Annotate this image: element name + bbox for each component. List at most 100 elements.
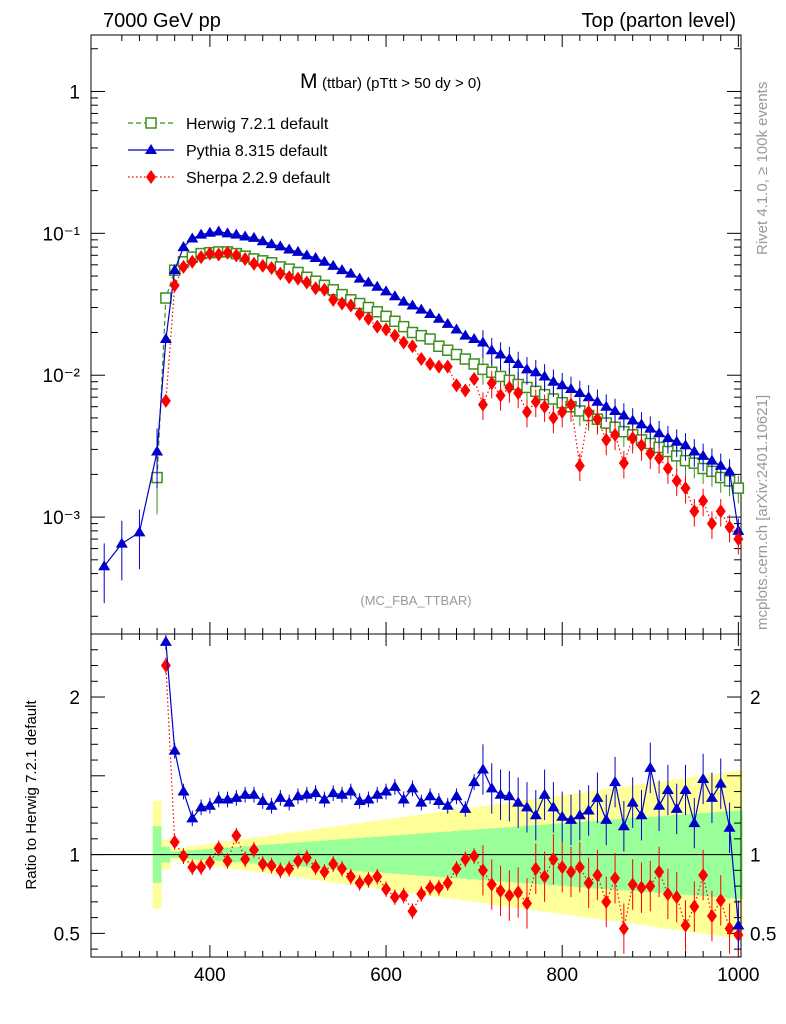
- series-sherpa-point: [680, 481, 691, 496]
- series-pythia-point: [318, 255, 331, 266]
- ratio-pythia-point: [688, 817, 701, 828]
- series-sherpa-point: [574, 458, 585, 473]
- series-pythia-point: [212, 225, 225, 236]
- series-pythia-point: [565, 382, 578, 393]
- ratio-pythia-point: [697, 772, 710, 783]
- ratio-sherpa-point: [204, 855, 215, 870]
- ratio-pythia-point: [380, 785, 393, 796]
- series-sherpa-point: [698, 493, 709, 508]
- ratio-sherpa-point: [574, 860, 585, 875]
- ratio-pythia-point: [265, 799, 278, 810]
- y-tick-label: 10⁻³: [43, 508, 81, 529]
- series-sherpa-point: [196, 250, 207, 265]
- ratio-pythia-point: [309, 787, 322, 798]
- series-sherpa-point: [407, 339, 418, 354]
- series-sherpa-point: [337, 296, 348, 311]
- series-sherpa-point: [601, 432, 612, 447]
- ratio-pythia-point: [556, 810, 569, 821]
- ratio-pythia-point: [159, 635, 172, 646]
- ratio-pythia-point: [503, 790, 516, 801]
- series-sherpa-point: [548, 410, 559, 425]
- series-pythia-point: [115, 537, 128, 548]
- ratio-pythia-point: [609, 776, 622, 787]
- series-sherpa-point: [284, 270, 295, 285]
- ratio-pythia-point: [300, 788, 313, 799]
- ratio-sherpa-point: [724, 921, 735, 936]
- series-sherpa-point: [530, 394, 541, 409]
- ratio-pythia-point: [274, 791, 287, 802]
- ratio-sherpa-point: [337, 861, 348, 876]
- ratio-sherpa-point: [662, 886, 673, 901]
- series-sherpa-point: [645, 446, 656, 461]
- series-pythia-point: [432, 312, 445, 323]
- series-pythia-point: [697, 449, 710, 460]
- ratio-sherpa-point: [601, 894, 612, 909]
- series-sherpa-point: [328, 292, 339, 307]
- ratio-pythia-point: [239, 788, 252, 799]
- series-pythia-point: [714, 459, 727, 470]
- series-sherpa-point: [310, 281, 321, 296]
- ratio-sherpa-point: [671, 890, 682, 905]
- series-pythia-point: [661, 432, 674, 443]
- ratio-pythia-point: [353, 795, 366, 806]
- ratio-sherpa-point: [592, 868, 603, 883]
- series-pythia-point: [380, 285, 393, 296]
- series-sherpa-point: [398, 335, 409, 350]
- ratio-sherpa-point: [566, 864, 577, 879]
- series-pythia-point: [688, 445, 701, 456]
- ratio-pythia-point: [653, 799, 666, 810]
- ratio-sherpa-point: [645, 879, 656, 894]
- ratio-pythia-point: [203, 799, 216, 810]
- ratio-pythia-point: [582, 804, 595, 815]
- ratio-sherpa-point: [486, 877, 497, 892]
- analysis-watermark: (MC_FBA_TTBAR): [360, 593, 471, 608]
- ratio-sherpa-point: [469, 849, 480, 864]
- ratio-sherpa-point: [442, 875, 453, 890]
- series-pythia-point: [168, 264, 181, 275]
- series-pythia-point: [582, 391, 595, 402]
- series-pythia-point: [520, 363, 533, 374]
- legend-herwig-marker: [145, 117, 157, 129]
- series-sherpa-point: [248, 256, 259, 271]
- ratio-sherpa-point: [680, 918, 691, 933]
- ratio-pythia-point: [362, 793, 375, 804]
- ratio-pythia-point: [626, 796, 639, 807]
- legend-pythia-label: Pythia 8.315 default: [186, 143, 328, 160]
- ratio-pythia-point: [644, 761, 657, 772]
- ratio-sherpa-point: [610, 871, 621, 886]
- series-sherpa-point: [178, 259, 189, 274]
- ratio-pythia-point: [336, 788, 349, 799]
- series-sherpa-point: [592, 412, 603, 427]
- ratio-pythia-point: [415, 796, 428, 807]
- ratio-sherpa-point: [398, 888, 409, 903]
- series-pythia-point: [635, 418, 648, 429]
- series-sherpa-point: [354, 307, 365, 322]
- series-pythia-point: [609, 404, 622, 415]
- x-tick-label: 600: [370, 965, 402, 986]
- series-pythia-point: [573, 386, 586, 397]
- ratio-pythia-point: [388, 780, 401, 791]
- ratio-sherpa-point: [169, 834, 180, 849]
- ratio-sherpa-point: [530, 861, 541, 876]
- series-sherpa-point: [204, 246, 215, 261]
- ratio-sherpa-point: [345, 869, 356, 884]
- series-pythia-point: [336, 264, 349, 275]
- ratio-sherpa-point: [213, 841, 224, 856]
- ratio-pythia-point: [327, 787, 340, 798]
- series-pythia-point: [406, 299, 419, 310]
- ratio-sherpa-point: [425, 880, 436, 895]
- ratio-pythia-point: [600, 813, 613, 824]
- series-sherpa-point: [425, 356, 436, 371]
- ratio-sherpa-point: [477, 863, 488, 878]
- ratio-sherpa-point: [460, 852, 471, 867]
- series-pythia-point: [459, 329, 472, 340]
- ratio-sherpa-point: [372, 869, 383, 884]
- ratio-y-tick-label: 0.5: [54, 924, 80, 945]
- series-sherpa-point: [715, 504, 726, 519]
- series-pythia-point: [274, 240, 287, 251]
- ratio-sherpa-point: [196, 860, 207, 875]
- series-pythia-point: [133, 526, 146, 537]
- series-sherpa-point: [618, 456, 629, 471]
- ratio-sherpa-point: [557, 860, 568, 875]
